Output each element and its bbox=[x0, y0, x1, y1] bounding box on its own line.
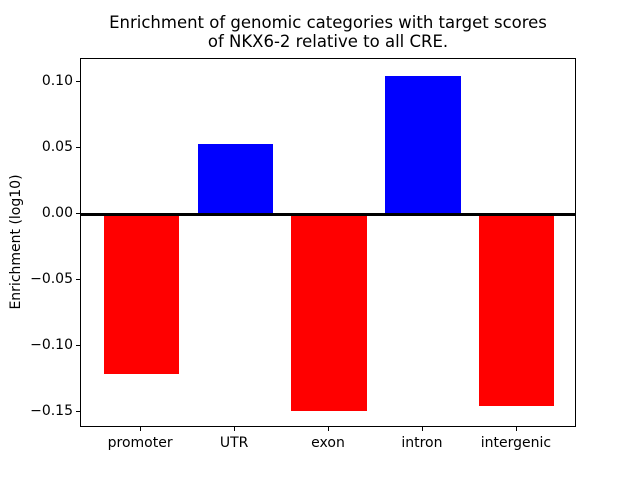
x-tick bbox=[328, 427, 329, 432]
x-tick-label-promoter: promoter bbox=[107, 435, 173, 452]
y-axis-label: Enrichment (log10) bbox=[8, 174, 24, 310]
y-tick bbox=[76, 345, 80, 347]
x-tick-label-intron: intron bbox=[401, 435, 443, 452]
bar-intron bbox=[385, 75, 461, 215]
bar-promoter bbox=[103, 214, 179, 375]
bar-UTR bbox=[197, 144, 273, 215]
y-tick-label: 0.00 bbox=[41, 205, 73, 222]
chart-title: Enrichment of genomic categories with ta… bbox=[109, 13, 547, 52]
y-tick bbox=[76, 213, 80, 215]
bar-intergenic bbox=[479, 214, 555, 406]
bar-exon bbox=[291, 214, 367, 412]
x-tick bbox=[421, 427, 423, 432]
plot-area bbox=[80, 57, 576, 428]
y-tick-label: −0.15 bbox=[30, 403, 73, 420]
y-tick-label: 0.10 bbox=[41, 73, 73, 90]
x-tick-label-UTR: UTR bbox=[219, 435, 249, 452]
x-tick bbox=[234, 427, 236, 432]
y-tick bbox=[76, 147, 80, 149]
y-tick bbox=[76, 81, 80, 83]
y-tick bbox=[76, 411, 80, 413]
y-tick bbox=[76, 279, 80, 281]
x-tick bbox=[515, 427, 517, 432]
x-tick bbox=[140, 427, 142, 432]
x-tick-label-exon: exon bbox=[311, 435, 345, 452]
y-tick-label: 0.05 bbox=[41, 139, 73, 156]
y-tick-label: −0.10 bbox=[30, 337, 73, 354]
y-tick-label: −0.05 bbox=[30, 271, 73, 288]
zero-line bbox=[81, 212, 575, 216]
x-tick-label-intergenic: intergenic bbox=[480, 435, 552, 452]
